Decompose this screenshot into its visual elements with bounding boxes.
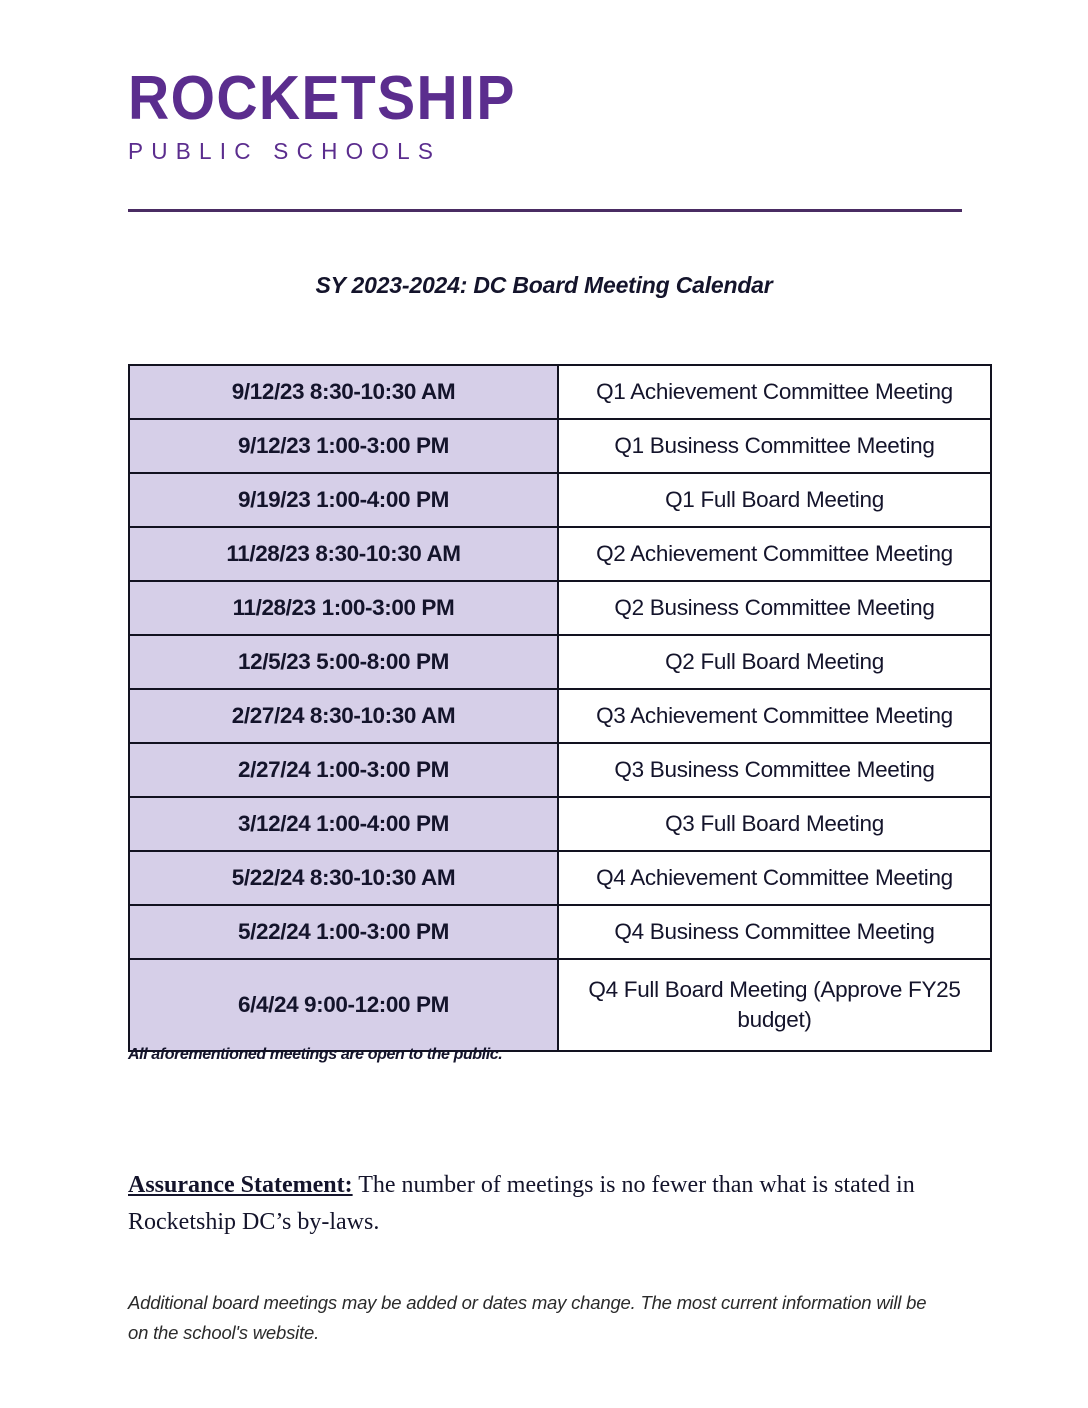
page-title: SY 2023-2024: DC Board Meeting Calendar bbox=[315, 272, 773, 298]
table-row: 12/5/23 5:00-8:00 PM Q2 Full Board Meeti… bbox=[128, 634, 992, 690]
header-divider-rule bbox=[128, 209, 962, 212]
logo-wordmark: ROCKETSHIP bbox=[128, 64, 516, 133]
table-row: 11/28/23 1:00-3:00 PM Q2 Business Commit… bbox=[128, 580, 992, 636]
meeting-date-cell: 2/27/24 8:30-10:30 AM bbox=[128, 688, 559, 744]
meeting-description-cell: Q1 Full Board Meeting bbox=[557, 472, 992, 528]
table-row: 9/12/23 8:30-10:30 AM Q1 Achievement Com… bbox=[128, 364, 992, 420]
meeting-date-cell: 9/12/23 8:30-10:30 AM bbox=[128, 364, 559, 420]
logo-subtitle: PUBLIC SCHOOLS bbox=[128, 138, 442, 164]
board-meeting-calendar-table: 9/12/23 8:30-10:30 AM Q1 Achievement Com… bbox=[128, 364, 992, 1052]
meeting-description-cell: Q1 Achievement Committee Meeting bbox=[557, 364, 992, 420]
meeting-description-cell: Q3 Full Board Meeting bbox=[557, 796, 992, 852]
table-row: 2/27/24 8:30-10:30 AM Q3 Achievement Com… bbox=[128, 688, 992, 744]
assurance-statement-body: The number of meetings is no fewer than … bbox=[128, 1172, 915, 1235]
table-row: 3/12/24 1:00-4:00 PM Q3 Full Board Meeti… bbox=[128, 796, 992, 852]
meeting-date-cell: 11/28/23 8:30-10:30 AM bbox=[128, 526, 559, 582]
table-row: 2/27/24 1:00-3:00 PM Q3 Business Committ… bbox=[128, 742, 992, 798]
meeting-date-cell: 11/28/23 1:00-3:00 PM bbox=[128, 580, 559, 636]
table-row: 11/28/23 8:30-10:30 AM Q2 Achievement Co… bbox=[128, 526, 992, 582]
assurance-statement: Assurance Statement: The number of meeti… bbox=[128, 1167, 944, 1241]
meeting-date-cell: 12/5/23 5:00-8:00 PM bbox=[128, 634, 559, 690]
table-row: 6/4/24 9:00-12:00 PM Q4 Full Board Meeti… bbox=[128, 958, 992, 1052]
meeting-date-cell: 6/4/24 9:00-12:00 PM bbox=[128, 958, 559, 1052]
meeting-description-cell: Q4 Full Board Meeting (Approve FY25 budg… bbox=[557, 958, 992, 1052]
assurance-statement-label: Assurance Statement: bbox=[128, 1172, 353, 1198]
table-row: 5/22/24 1:00-3:00 PM Q4 Business Committ… bbox=[128, 904, 992, 960]
calendar-table-body: 9/12/23 8:30-10:30 AM Q1 Achievement Com… bbox=[128, 364, 992, 1052]
table-row: 9/19/23 1:00-4:00 PM Q1 Full Board Meeti… bbox=[128, 472, 992, 528]
meeting-description-cell: Q2 Business Committee Meeting bbox=[557, 580, 992, 636]
meeting-description-cell: Q1 Business Committee Meeting bbox=[557, 418, 992, 474]
meeting-description-cell: Q4 Achievement Committee Meeting bbox=[557, 850, 992, 906]
meeting-description-cell: Q4 Business Committee Meeting bbox=[557, 904, 992, 960]
public-meetings-note: All aforementioned meetings are open to … bbox=[128, 1046, 503, 1063]
meeting-date-cell: 3/12/24 1:00-4:00 PM bbox=[128, 796, 559, 852]
rocketship-logo: ROCKETSHIP PUBLIC SCHOOLS bbox=[128, 64, 548, 164]
meeting-date-cell: 9/19/23 1:00-4:00 PM bbox=[128, 472, 559, 528]
meeting-description-cell: Q2 Achievement Committee Meeting bbox=[557, 526, 992, 582]
schedule-change-disclaimer: Additional board meetings may be added o… bbox=[128, 1292, 927, 1343]
table-row: 5/22/24 8:30-10:30 AM Q4 Achievement Com… bbox=[128, 850, 992, 906]
meeting-date-cell: 2/27/24 1:00-3:00 PM bbox=[128, 742, 559, 798]
meeting-description-cell: Q3 Business Committee Meeting bbox=[557, 742, 992, 798]
table-row: 9/12/23 1:00-3:00 PM Q1 Business Committ… bbox=[128, 418, 992, 474]
meeting-date-cell: 9/12/23 1:00-3:00 PM bbox=[128, 418, 559, 474]
meeting-date-cell: 5/22/24 1:00-3:00 PM bbox=[128, 904, 559, 960]
meeting-description-cell: Q3 Achievement Committee Meeting bbox=[557, 688, 992, 744]
meeting-description-cell: Q2 Full Board Meeting bbox=[557, 634, 992, 690]
meeting-date-cell: 5/22/24 8:30-10:30 AM bbox=[128, 850, 559, 906]
